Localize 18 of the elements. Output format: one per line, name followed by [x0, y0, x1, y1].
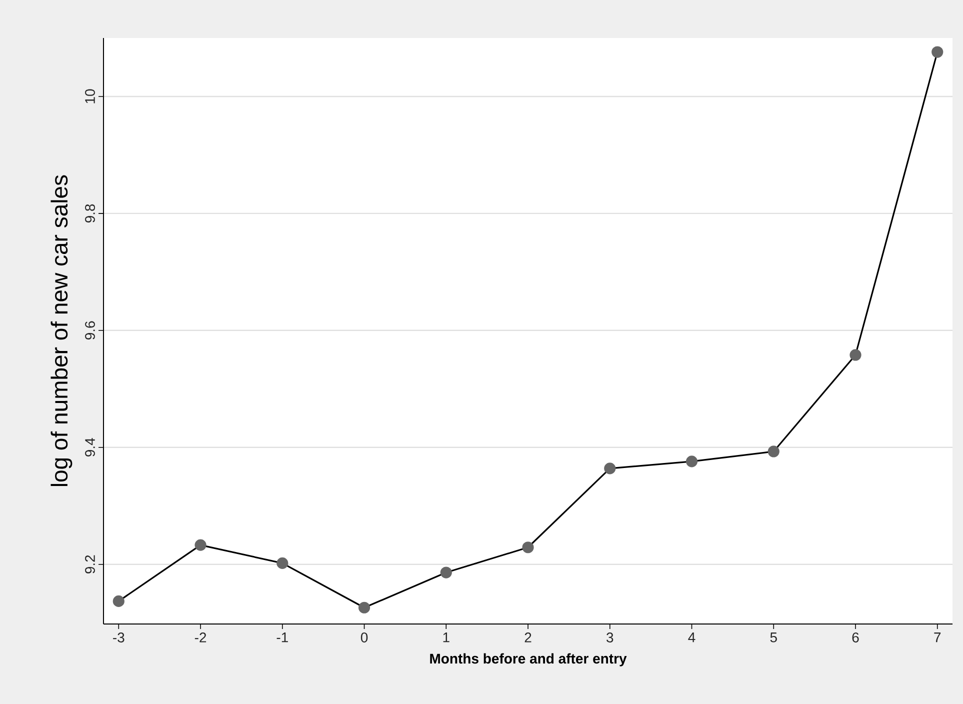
y-tick-label: 9.2 — [85, 555, 95, 574]
x-tick-label: 6 — [852, 632, 859, 642]
x-tick-label: -3 — [113, 632, 124, 642]
y-tick-label: 9.8 — [85, 204, 95, 223]
x-tick-label: 1 — [443, 632, 450, 642]
y-tick-label: 10 — [85, 89, 95, 104]
y-axis-title: log of number of new car sales — [50, 175, 72, 486]
y-tick-label: 9.4 — [85, 438, 95, 456]
y-tick-label: 9.6 — [85, 321, 95, 340]
x-tick-label: 5 — [770, 632, 777, 642]
x-tick-label: -2 — [194, 632, 206, 642]
x-axis-title: Months before and after entry — [430, 653, 627, 666]
x-tick-label: 2 — [524, 632, 532, 642]
x-tick-label: 4 — [688, 632, 696, 642]
x-tick-label: -1 — [276, 632, 288, 642]
x-tick-label: 3 — [606, 632, 614, 642]
x-tick-label: 7 — [934, 632, 941, 642]
x-tick-label: 0 — [360, 632, 368, 642]
